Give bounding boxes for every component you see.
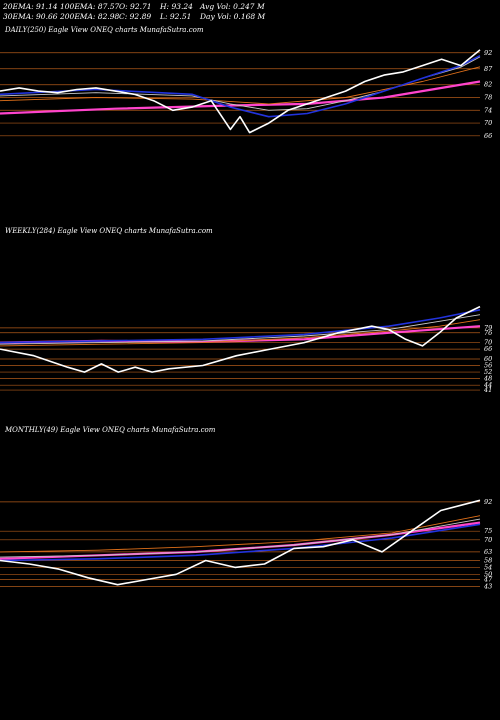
daily-panel-title: DAILY(250) Eagle View ONEQ charts Munafa… <box>5 26 204 34</box>
monthly-ema-long-line <box>0 521 481 560</box>
weekly-price-line <box>0 305 481 373</box>
monthly-y-tick-label: 63 <box>484 548 492 556</box>
monthly-y-tick-label: 75 <box>484 527 492 535</box>
monthly-y-tick-label: 54 <box>484 563 492 571</box>
monthly-y-tick-label: 92 <box>484 498 492 506</box>
monthly-price-line <box>0 499 481 586</box>
avg-vol-readout: Avg Vol: 0.247 M <box>200 2 265 11</box>
weekly-y-tick-label: 79 <box>484 324 492 332</box>
daily-y-tick-label: 87 <box>484 65 493 73</box>
weekly-ema-mid-line <box>0 314 481 345</box>
weekly-y-tick-label: 76 <box>484 329 492 337</box>
day-vol-readout: Day Vol: 0.168 M <box>200 12 266 21</box>
monthly-y-tick-label: 58 <box>484 557 492 565</box>
monthly-panel-title: MONTHLY(49) Eagle View ONEQ charts Munaf… <box>5 426 216 434</box>
weekly-y-tick-label: 66 <box>484 345 492 353</box>
daily-ema-slow-line <box>0 66 481 105</box>
high-readout: H: 93.24 <box>160 2 193 11</box>
daily-y-tick-label: 70 <box>484 119 492 127</box>
monthly-y-tick-label: 47 <box>483 575 493 583</box>
weekly-y-tick-label: 56 <box>484 362 492 370</box>
weekly-y-tick-label: 70 <box>484 339 492 347</box>
daily-y-tick-label: 78 <box>484 94 492 102</box>
monthly-y-tick-label: 43 <box>483 582 492 590</box>
monthly-ema-mid-line <box>0 518 481 558</box>
daily-ema-fast-line <box>0 54 481 118</box>
weekly-y-tick-label: 48 <box>483 375 492 383</box>
low-readout: L: 92.51 <box>160 12 192 21</box>
daily-y-tick-label: 66 <box>484 132 492 140</box>
open-readout: O: 92.71 <box>119 2 152 11</box>
ema30-readout: 30EMA: 90.66 <box>3 12 58 21</box>
weekly-y-tick-label: 60 <box>484 355 492 363</box>
monthly-ema-slow-line <box>0 515 481 553</box>
ema100-readout: 100EMA: 87.57 <box>60 2 120 11</box>
weekly-y-tick-label: 44 <box>483 381 492 389</box>
daily-price-line <box>0 49 481 134</box>
ema20-readout: 20EMA: 91.14 <box>3 2 58 11</box>
daily-y-tick-label: 92 <box>484 49 492 57</box>
daily-y-tick-label: 74 <box>484 106 492 114</box>
weekly-y-tick-label: 41 <box>483 386 492 394</box>
weekly-ema-slow-line <box>0 319 481 347</box>
daily-ema-long-line <box>0 80 481 115</box>
weekly-ema-fast-line <box>0 309 481 344</box>
monthly-y-tick-label: 70 <box>484 536 492 544</box>
monthly-y-tick-label: 50 <box>484 570 492 578</box>
weekly-y-tick-label: 52 <box>484 368 492 376</box>
weekly-panel-title: WEEKLY(284) Eagle View ONEQ charts Munaf… <box>5 227 213 235</box>
daily-y-tick-label: 82 <box>484 81 492 89</box>
monthly-ema-fast-line <box>0 523 481 562</box>
ema200-readout: 200EMA: 82.98 <box>60 12 120 21</box>
close-readout: C: 92.89 <box>119 12 152 21</box>
